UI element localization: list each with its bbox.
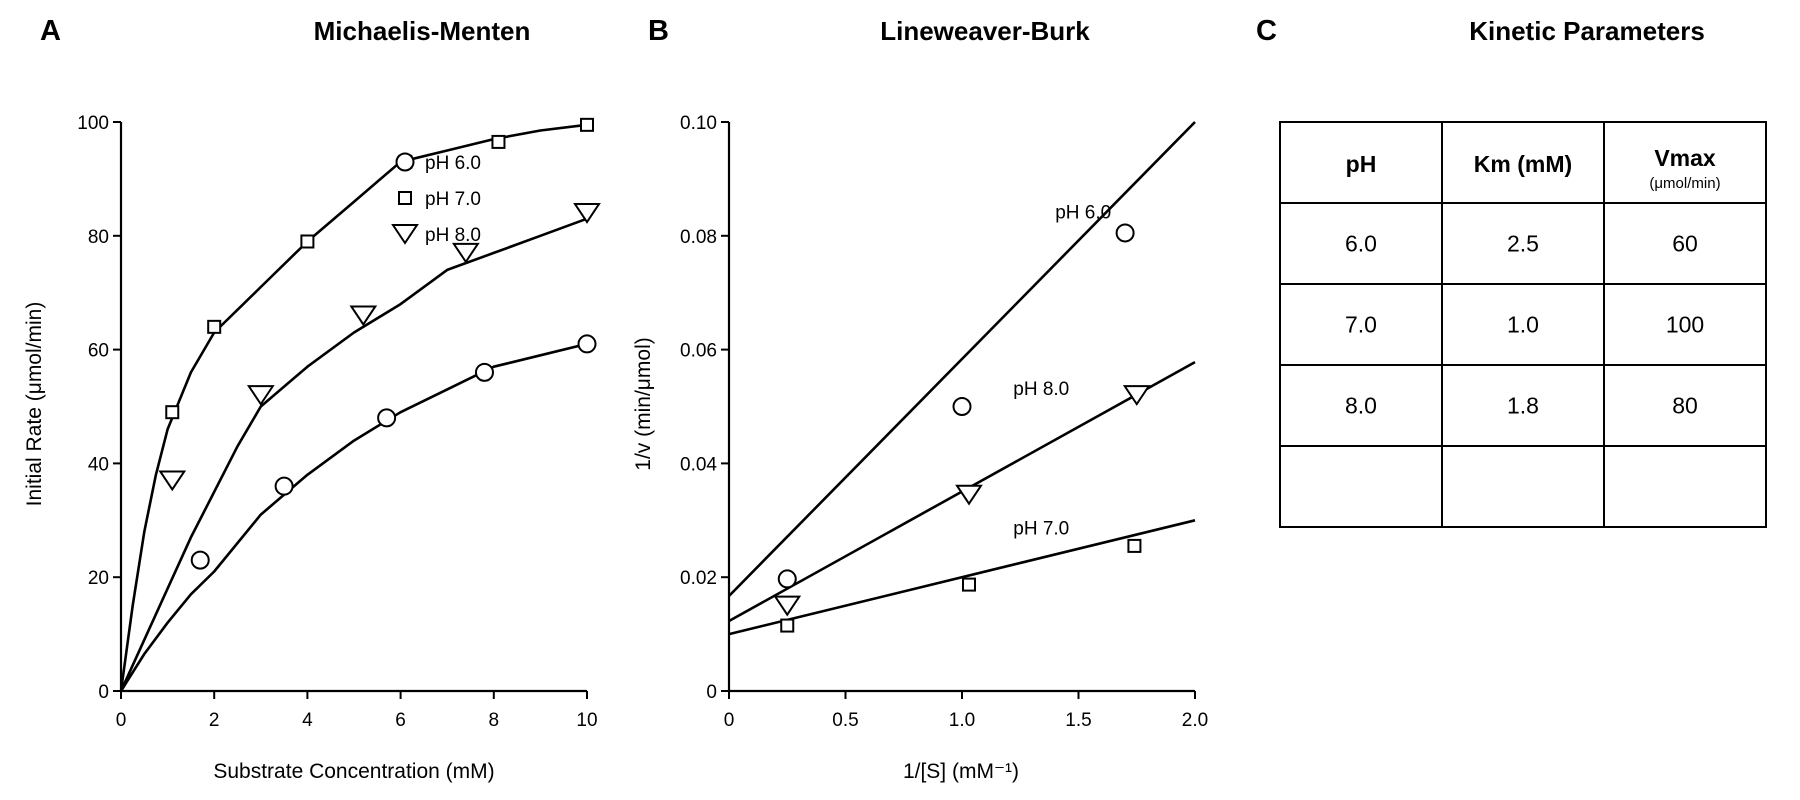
mm-y-axis-label: Initial Rate (μmol/min) [23,302,46,507]
mm-data-point [246,385,275,406]
lb-y-tick-label: 0.08 [680,227,717,248]
mm-x-tick-label: 8 [489,710,500,731]
mm-data-point [300,234,315,249]
mm-x-tick-label: 2 [209,710,220,731]
mm-x-tick-label: 0 [116,710,127,731]
lb-x-tick-label: 1.5 [1065,710,1091,731]
table-cell: 80 [1672,393,1698,419]
mm-fit-curve [119,123,588,692]
table-cell: 7.0 [1345,312,1377,338]
mm-fit-curves [119,123,588,692]
lb-data-point [773,595,802,617]
lb-data-point [961,577,976,592]
lb-line-label: pH 7.0 [1013,519,1069,540]
mm-legend-marker [398,191,412,205]
panel-c-letter: C [1256,15,1277,47]
mm-legend-marker [395,152,415,172]
mm-fit-curve [119,217,588,692]
mm-data-point [349,305,378,327]
panel-c-title: Kinetic Parameters [1469,16,1705,46]
mm-data-point [158,470,187,492]
mm-legend-label: pH 7.0 [425,189,481,210]
lb-y-tick-label: 0.04 [680,454,717,475]
lb-y-tick-label: 0.10 [680,113,717,134]
panel-a-letter: A [40,15,61,47]
mm-legend: pH 6.0 pH 7.0 pH 8.0 [391,152,481,246]
mm-fit-curve [119,342,588,692]
table-cell: 1.0 [1507,312,1539,338]
mm-axes [119,122,587,693]
mm-y-tick-label: 20 [88,568,109,589]
lb-data-point [955,484,983,506]
table-cell: 6.0 [1345,231,1377,257]
mm-data-point [165,405,180,420]
mm-x-tick-label: 6 [395,710,406,731]
mm-legend-label: pH 6.0 [425,153,481,174]
table-cell: 2.5 [1507,231,1539,257]
lb-x-tick-label: 2.0 [1182,710,1208,731]
mm-y-tick-label: 60 [88,341,109,362]
mm-data-point [491,134,506,149]
lb-line-label: pH 6.0 [1055,203,1111,224]
lineweaver-burk-chart: 0 0.5 1.0 1.5 2.0 0 0.02 0.04 0.06 0.08 0.10 pH 6.… [632,113,1208,783]
mm-data-point [580,117,594,132]
mm-data-point [207,319,222,334]
mm-data-point [190,550,210,570]
lb-fit-lines [728,121,1196,636]
lb-data-point [1122,385,1151,406]
panel-b-title: Lineweaver-Burk [880,16,1090,46]
mm-x-tick-label: 10 [576,710,597,731]
lb-x-tick-label: 0.5 [832,710,858,731]
mm-x-axis-label: Substrate Concentration (mM) [213,760,494,783]
lb-data-point [780,618,795,633]
lb-x-axis-label: 1/[S] (mM⁻¹) [903,760,1019,783]
lb-y-tick-label: 0.06 [680,341,717,362]
lb-data-point [1115,223,1135,243]
lb-line-labels: pH 6.0 pH 7.0 pH 8.0 [1013,203,1111,540]
table-cell: 60 [1672,231,1698,257]
mm-data-points [158,117,601,570]
lb-data-points [773,223,1151,633]
lb-x-tick-label: 0 [724,710,735,731]
mm-data-point [573,203,601,224]
mm-data-point [274,476,294,496]
lb-fit-line [728,121,1196,597]
table-border [1279,121,1767,528]
lb-y-axis-label: 1/v (min/μmol) [632,337,655,470]
lb-ticks: 0 0.5 1.0 1.5 2.0 0 0.02 0.04 0.06 0.08 0.10 [680,113,1208,731]
lb-fit-line [728,519,1196,636]
mm-y-tick-label: 100 [77,113,109,134]
mm-y-tick-label: 0 [98,682,109,703]
table-header-cell: Vmax [1654,145,1716,171]
lb-y-tick-label: 0 [706,682,717,703]
mm-y-tick-label: 80 [88,227,109,248]
table-header-cell: Km (mM) [1474,151,1572,177]
table-cell: 1.8 [1507,393,1539,419]
lb-y-tick-label: 0.02 [680,568,717,589]
table-header-cell: pH [1346,151,1377,177]
panel-a-title: Michaelis-Menten [314,16,531,46]
table-cell: 100 [1666,312,1704,338]
lb-data-point [952,397,972,416]
lb-line-label: pH 8.0 [1013,379,1069,400]
mm-data-point [451,242,480,264]
mm-legend-marker [391,224,419,245]
mm-y-tick-label: 40 [88,454,109,475]
mm-data-point [577,334,597,354]
mm-x-tick-label: 4 [302,710,313,731]
mm-data-point [474,362,494,382]
kinetic-parameters-table: pH Km (mM) Vmax (μmol/min) 6.0 2.5 60 7.0 1.0 100… [1279,121,1767,528]
table-cell: 8.0 [1345,393,1377,419]
mm-data-point [377,408,397,428]
lb-data-point [1127,538,1142,553]
mm-legend-label: pH 8.0 [425,225,481,246]
table-header-subtitle: (μmol/min) [1649,175,1720,192]
lb-x-tick-label: 1.0 [949,710,975,731]
panel-b-letter: B [648,15,669,47]
lb-data-point [777,569,797,589]
